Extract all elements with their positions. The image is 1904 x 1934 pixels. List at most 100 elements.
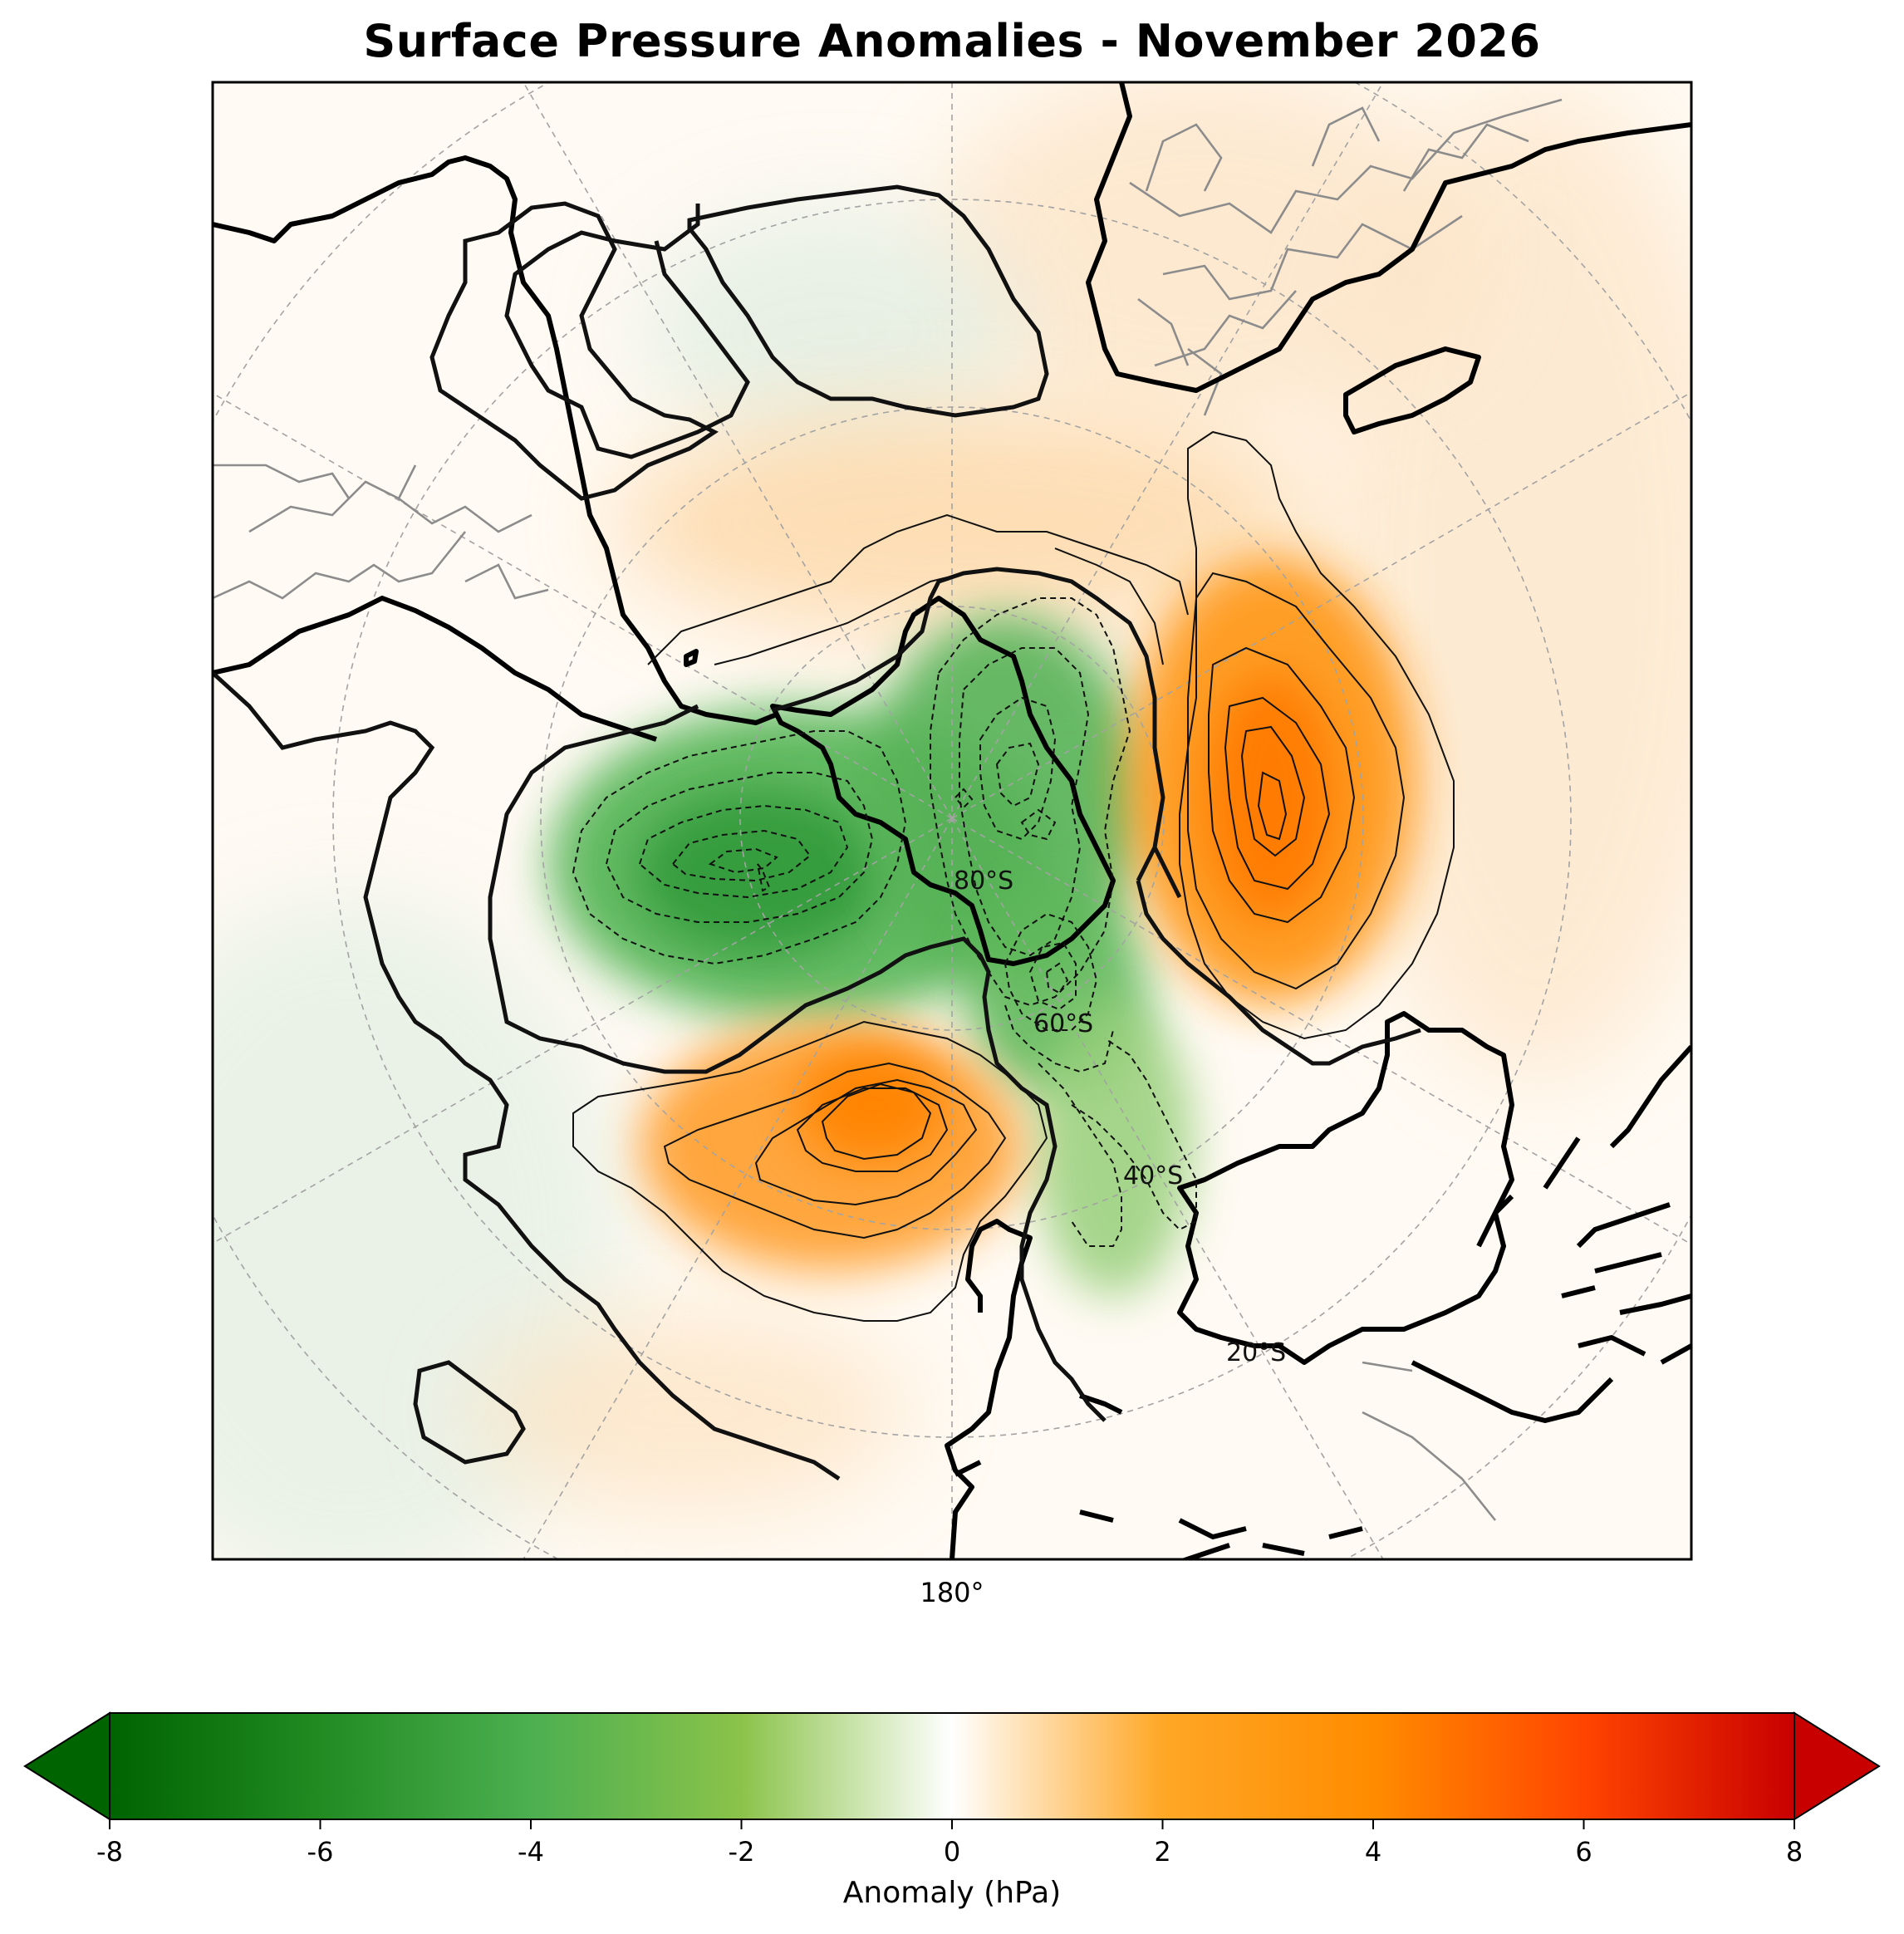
border-africa-4 [1145,123,1223,192]
latitude-labels: 80°S 60°S 40°S 20°S [954,866,1286,1367]
coast-pacific-islands [954,1460,1363,1556]
coast-asia-east [1609,1044,1691,1149]
zero-contour-inner [488,704,1107,1422]
weak-positive-africa [930,82,1479,432]
neg-contour-1 [572,730,907,965]
pos-contour-south-4 [796,1087,949,1172]
pos-contour-ring-north-1 [647,513,1189,665]
coast-indonesia [1476,1136,1691,1365]
neg-contour-16 [1004,1004,1114,1073]
high-south-core [797,1047,947,1163]
border-sa-2 [213,531,467,600]
neg-contour-17 [1038,1063,1122,1247]
coast-africa [1086,82,1691,393]
border-africa-7 [1137,297,1190,366]
border-sa-4 [398,497,532,533]
border-aus-2 [1362,1361,1413,1372]
coast-south-america-west [213,155,778,725]
neg-contour-8 [959,647,1090,957]
zero-contour-link [1152,846,1182,899]
colorbar-tick-label: 0 [944,1836,960,1868]
meridian-b [951,817,1691,1245]
border-africa-8 [1187,347,1223,416]
border-sa-1 [213,464,351,499]
neg-contour-7 [930,597,1131,1007]
coast-falklands [684,649,699,667]
lat-label-60s: 60°S [1033,1009,1093,1038]
country-borders [213,98,1563,1521]
colorbar-extend-min [23,1711,110,1821]
colorbar-tick-label: -8 [96,1836,123,1868]
colorbar-tick-label: 6 [1575,1836,1592,1868]
weak-negative-atlantic [640,208,1022,457]
pos-contour-south-2 [663,1062,1007,1239]
zero-contour-andes [429,201,719,501]
border-africa-2 [1162,214,1463,301]
pos-contour-ring-north-3 [1054,547,1164,665]
colorbar-body [110,1713,1794,1819]
low-core-shading [635,789,885,955]
pos-contour-south-5 [821,1082,932,1161]
pos-contour-ring-north-2 [714,572,964,665]
border-sa-3 [248,464,417,533]
neg-contour-11 [954,788,974,809]
coast-antarctica [770,596,1116,966]
anomaly-contours [213,184,1455,1481]
neg-contour-13 [1004,912,1098,1031]
neg-contour-12 [1020,808,1057,841]
colorbar-tick-label: 8 [1786,1836,1803,1868]
colorbar-tick-label: -2 [729,1836,755,1868]
lat-label-40s: 40°S [1123,1161,1183,1190]
neg-contour-6 [757,863,771,892]
colorbar-tick-label: 4 [1365,1836,1381,1868]
pos-contour-south-1 [572,1020,1048,1322]
colorbar: -8 -6 -4 -2 0 2 4 6 8 Anomaly (hPa) [23,1711,1881,1910]
map-title: Surface Pressure Anomalies - November 20… [363,15,1541,67]
pos-contour-east-6 [1257,771,1288,841]
border-sa-5 [464,563,549,600]
lon-label-180: 180° [920,1577,984,1608]
gridlines [213,82,1691,1559]
pos-contour-east-4 [1224,696,1331,891]
zero-contour-atlantic [687,184,1049,418]
neg-contour-18 [1071,1038,1197,1231]
neg-contour-3 [638,804,849,899]
pos-contour-east-3 [1208,646,1356,924]
coast-nz [945,1219,1033,1559]
meridian-d [213,817,953,1244]
meridian-h [951,817,1384,1559]
map-panel: 80°S 60°S 40°S 20°S [213,82,1691,1559]
coast-island-south [1079,1393,1123,1415]
border-aus-1 [1362,1411,1497,1521]
pos-contour-east-5 [1240,725,1306,857]
border-africa-6 [1402,123,1529,192]
colorbar-ticks: -8 -6 -4 -2 0 2 4 6 8 [96,1819,1803,1868]
lat-label-80s: 80°S [954,866,1013,896]
colorbar-label: Anomaly (hPa) [843,1876,1061,1910]
border-africa-1 [1129,98,1563,234]
colorbar-tick-label: 2 [1154,1836,1170,1868]
border-africa-3 [1154,290,1297,367]
neg-contour-5 [708,847,778,874]
coast-madagascar [1343,346,1481,434]
meridian-c [213,392,953,819]
colorbar-tick-label: -6 [307,1836,334,1868]
coast-new-guinea [1411,1360,1614,1423]
anomaly-shading [213,82,1691,1559]
low-tail-south-shading [1034,997,1192,1296]
colorbar-extend-max [1794,1711,1881,1821]
map-frame [211,81,1693,1561]
colorbar-tick-label: -4 [518,1836,544,1868]
lat-label-20s: 20°S [1226,1338,1286,1367]
weak-positive-south [474,1313,905,1512]
positive-ring-north [615,407,1313,640]
neg-contour-10 [995,742,1040,807]
neg-contour-9 [979,696,1057,841]
zero-contour-antarctic-north [772,567,1165,882]
neg-contour-4 [671,829,812,882]
coast-australia [1177,1011,1514,1365]
zero-contour-west [213,671,841,1481]
zero-contour-pacific [413,1360,526,1465]
coastlines [213,82,1691,1559]
meridian-g [523,817,953,1559]
